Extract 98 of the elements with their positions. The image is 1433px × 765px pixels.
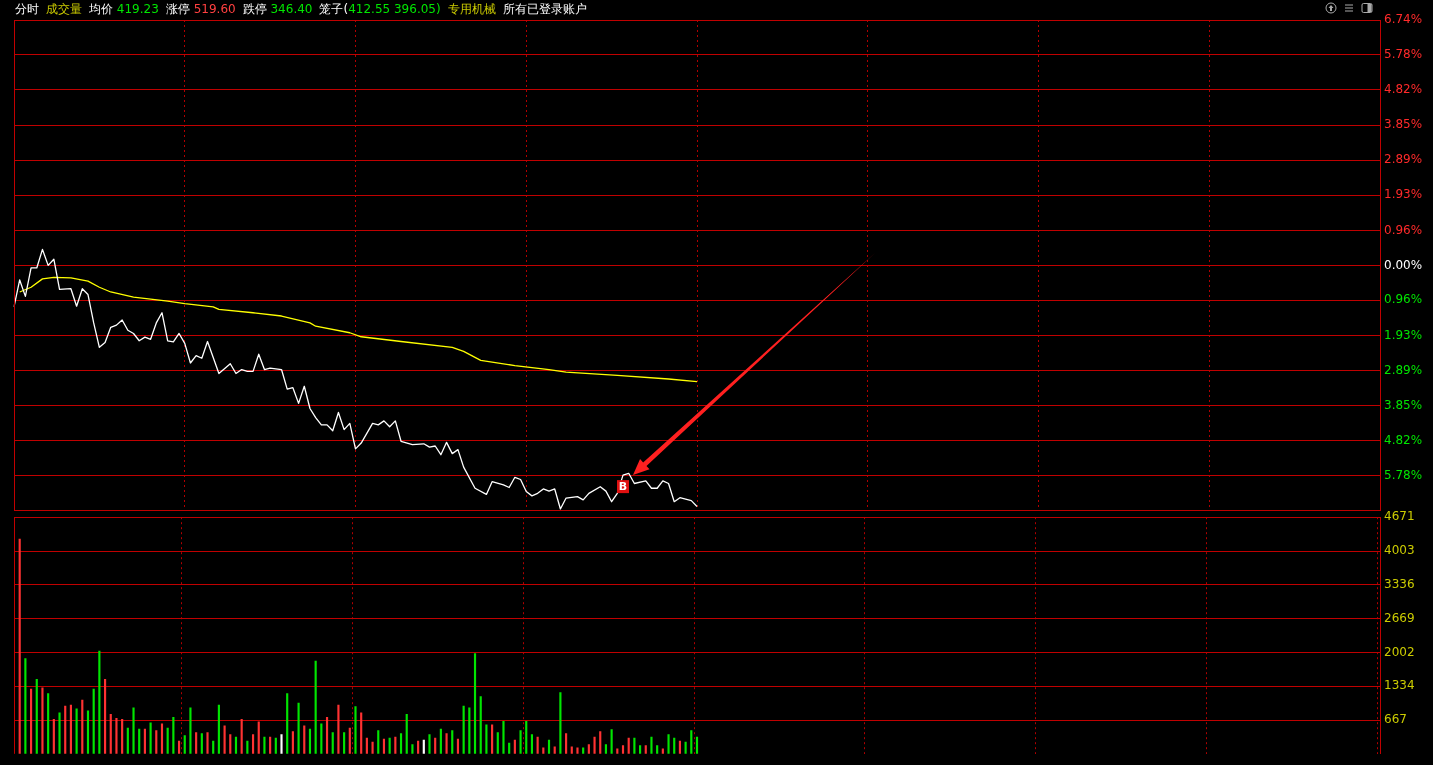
bar	[81, 699, 84, 754]
bar	[559, 692, 562, 754]
y-tick-label: 3.85%	[1384, 397, 1423, 412]
bar	[377, 730, 380, 754]
bar	[587, 744, 590, 754]
y-tick-label: 4671	[1384, 509, 1415, 524]
y-tick-label: 6.74%	[1384, 12, 1423, 27]
bar	[297, 702, 300, 754]
bar	[172, 717, 175, 754]
bar	[473, 653, 477, 754]
bar	[92, 688, 95, 754]
text: 跌停 346.40	[242, 2, 313, 16]
bar	[217, 704, 220, 754]
bar	[121, 719, 124, 754]
bar	[30, 688, 33, 754]
bar	[155, 730, 158, 754]
bar	[650, 736, 653, 754]
text: 专用机械	[447, 2, 496, 16]
bar	[314, 660, 317, 754]
bar	[690, 730, 693, 754]
bar	[41, 687, 44, 754]
y-tick-label: 5.78%	[1384, 47, 1423, 62]
bar	[18, 538, 21, 754]
y-tick-label: 2.89%	[1384, 152, 1423, 167]
bar	[525, 721, 528, 754]
bar	[200, 733, 203, 754]
y-tick-label: 4.82%	[1384, 433, 1423, 448]
bar	[52, 719, 55, 754]
y-tick-label: 1.93%	[1384, 187, 1423, 202]
bar	[229, 734, 232, 754]
bar	[132, 707, 135, 754]
bar	[371, 741, 374, 754]
bar	[24, 658, 27, 754]
bar	[115, 718, 118, 754]
bar	[593, 736, 596, 754]
y-tick-label: 3.85%	[1384, 117, 1423, 132]
y-tick-label: 4.82%	[1384, 82, 1423, 97]
bar	[462, 705, 465, 754]
bar	[69, 704, 72, 754]
bar	[183, 735, 186, 754]
y-tick-label: 4003	[1384, 543, 1415, 558]
bar	[610, 729, 613, 754]
bar	[58, 712, 61, 754]
bar	[502, 721, 505, 754]
bar	[240, 719, 243, 754]
text: 涨停 519.60	[165, 2, 236, 16]
y-tick-label: 1.93%	[1384, 327, 1423, 342]
bar	[47, 693, 50, 754]
y-tick-label: 2002	[1384, 644, 1415, 659]
bar	[149, 722, 152, 754]
bar	[206, 732, 209, 754]
bar	[109, 713, 112, 754]
text: 成交量	[46, 2, 82, 16]
bar	[280, 734, 283, 754]
bar	[360, 712, 363, 754]
annotation: B	[618, 479, 628, 493]
bar	[604, 744, 608, 754]
y-tick-label: 667	[1384, 712, 1407, 727]
bar	[530, 734, 534, 754]
bar	[411, 744, 414, 754]
bar	[98, 650, 101, 754]
bar	[451, 730, 454, 754]
y-tick-label: 1334	[1384, 678, 1415, 693]
y-tick-label: 2.89%	[1384, 362, 1423, 377]
bar	[519, 730, 522, 754]
y-tick-label: 3336	[1384, 576, 1415, 591]
bar	[75, 708, 78, 754]
chart-title: 分时	[15, 2, 39, 16]
text: 所有已登录账户	[502, 2, 587, 16]
bar	[291, 731, 294, 754]
bar	[667, 734, 670, 754]
bar	[189, 707, 192, 754]
bar	[445, 733, 448, 754]
bar	[35, 679, 38, 754]
y-tick-label: 0.00%	[1384, 257, 1423, 272]
bar	[251, 734, 255, 754]
bar	[479, 696, 482, 754]
bar	[337, 704, 340, 754]
y-tick-label: 0.96%	[1384, 292, 1423, 307]
bar	[325, 717, 329, 754]
bar	[286, 693, 289, 754]
bar	[399, 733, 403, 754]
y-tick-label: 5.78%	[1384, 467, 1423, 482]
bar	[599, 731, 602, 754]
y-tick-label: 2669	[1384, 610, 1415, 625]
y-tick-label: 0.96%	[1384, 222, 1423, 237]
bar	[576, 747, 579, 754]
bar	[263, 736, 266, 754]
bar	[405, 713, 408, 754]
bar	[86, 710, 90, 754]
bar	[428, 734, 431, 754]
text: 笼子(412.55 396.05)	[319, 2, 441, 16]
bar	[103, 679, 107, 754]
text: 均价 419.23	[89, 2, 159, 16]
bar	[64, 705, 67, 754]
bar	[565, 733, 568, 754]
bar	[354, 706, 357, 754]
bar	[468, 707, 471, 754]
